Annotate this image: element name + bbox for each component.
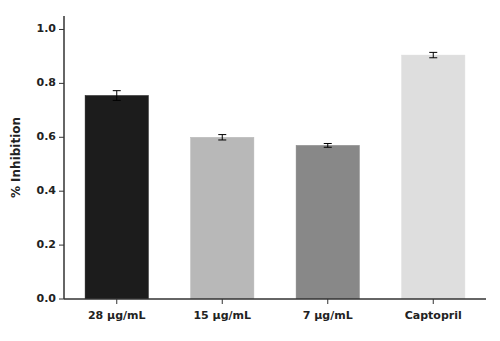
error-bar-stem xyxy=(327,143,328,147)
bar xyxy=(85,96,148,299)
bar xyxy=(296,145,359,299)
error-bar-cap xyxy=(324,147,332,148)
error-bar-cap xyxy=(218,134,226,135)
y-tick-label: 0.8 xyxy=(37,76,57,89)
plot-area xyxy=(85,52,465,299)
x-tick xyxy=(116,299,117,304)
x-tick xyxy=(327,299,328,304)
bar xyxy=(191,137,254,299)
error-bar xyxy=(218,135,226,140)
error-bar-cap xyxy=(113,90,121,91)
error-bar-cap xyxy=(218,139,226,140)
y-tick-label: 1.0 xyxy=(37,22,57,35)
error-bar-cap xyxy=(113,100,121,101)
y-axis-line xyxy=(63,16,65,299)
chart-container: 0.0 0.2 0.4 0.6 0.8 1.0 28 μg/mL 15 μg/mL 7 μg/m… xyxy=(0,0,500,341)
error-bar-cap xyxy=(429,52,437,53)
error-bar xyxy=(324,143,332,147)
error-bar-stem xyxy=(433,52,434,57)
y-tick-label: 0.6 xyxy=(37,130,57,143)
error-bar-stem xyxy=(222,135,223,140)
x-tick-label: Captopril xyxy=(405,309,462,322)
x-axis-line xyxy=(64,298,486,300)
error-bar-cap xyxy=(324,143,332,144)
y-tick-label: 0.0 xyxy=(37,292,57,305)
y-tick-label: 0.4 xyxy=(37,184,57,197)
x-tick-label: 28 μg/mL xyxy=(88,309,146,322)
bar xyxy=(402,55,465,299)
y-axis-label: % Inhibition xyxy=(9,117,23,198)
x-tick xyxy=(222,299,223,304)
error-bar xyxy=(113,91,121,101)
error-bar xyxy=(429,52,437,57)
error-bar-stem xyxy=(116,91,117,101)
chart-svg: 0.0 0.2 0.4 0.6 0.8 1.0 28 μg/mL 15 μg/mL 7 μg/m… xyxy=(0,0,500,341)
x-tick-label: 15 μg/mL xyxy=(193,309,251,322)
x-tick-label: 7 μg/mL xyxy=(303,309,353,322)
x-axis: 28 μg/mL 15 μg/mL 7 μg/mL Captopril xyxy=(88,299,462,322)
x-tick xyxy=(433,299,434,304)
y-tick-label: 0.2 xyxy=(37,238,57,251)
y-axis: 0.0 0.2 0.4 0.6 0.8 1.0 xyxy=(37,22,65,305)
error-bar-cap xyxy=(429,57,437,58)
